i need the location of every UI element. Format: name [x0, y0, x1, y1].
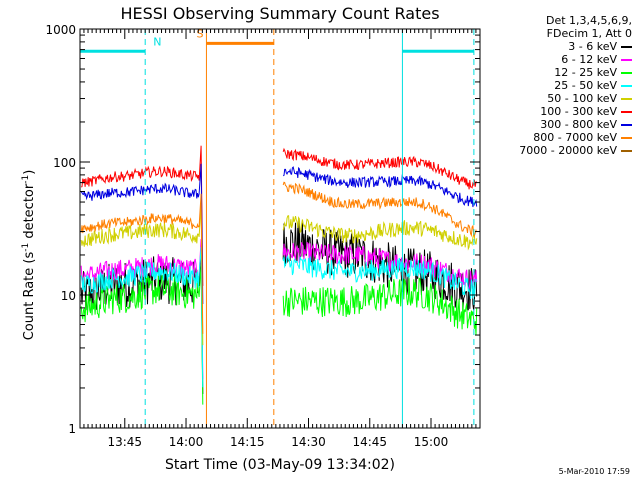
- series-line: [80, 238, 478, 380]
- series-line: [80, 181, 478, 334]
- legend-label: 800 - 7000 keV: [533, 131, 617, 144]
- legend-swatch: [621, 110, 632, 113]
- legend-swatch: [621, 136, 632, 139]
- series-line: [80, 220, 478, 395]
- legend-swatch: [621, 149, 632, 152]
- y-tick-label: 1: [68, 422, 76, 436]
- legend-header-line: FDecim 1, Att 0: [546, 27, 632, 40]
- y-axis-label: Count Rate (s-1 detector-1): [21, 170, 37, 341]
- legend-swatch: [621, 58, 632, 61]
- plot-area: N S 1 10 100 1000 13:45 14:00 14:15 14:30 14:45 15:…: [45, 23, 481, 449]
- legend-swatch: [621, 45, 632, 48]
- legend-label: 12 - 25 keV: [554, 66, 617, 79]
- legend-item: 3 - 6 keV: [470, 40, 632, 53]
- x-axis-label: Start Time (03-May-09 13:34:02): [165, 457, 395, 473]
- legend-item: 100 - 300 keV: [470, 105, 632, 118]
- x-tick-label: 14:15: [230, 435, 265, 449]
- legend-item: 50 - 100 keV: [470, 92, 632, 105]
- legend-swatch: [621, 84, 632, 87]
- y-tick-label: 100: [53, 156, 76, 170]
- legend-label: 7000 - 20000 keV: [519, 144, 617, 157]
- legend-label: 3 - 6 keV: [568, 40, 617, 53]
- flag-label: S: [196, 27, 203, 40]
- x-tick-label: 14:30: [291, 435, 326, 449]
- chart-title: HESSI Observing Summary Count Rates: [120, 4, 439, 23]
- legend-swatch: [621, 123, 632, 126]
- legend-item: 7000 - 20000 keV: [470, 144, 632, 157]
- x-tick-label: 14:45: [352, 435, 387, 449]
- series-line: [80, 246, 478, 388]
- footer-timestamp: 5-Mar-2010 17:59: [558, 467, 630, 476]
- legend-item: 800 - 7000 keV: [470, 131, 632, 144]
- flag-label: N: [153, 35, 161, 48]
- x-tick-label: 15:00: [414, 435, 449, 449]
- legend-label: 50 - 100 keV: [547, 92, 617, 105]
- legend-item: 25 - 50 keV: [470, 79, 632, 92]
- x-tick-label: 14:00: [169, 435, 204, 449]
- legend-item: 6 - 12 keV: [470, 53, 632, 66]
- legend-label: 25 - 50 keV: [554, 79, 617, 92]
- series-line: [81, 145, 477, 286]
- legend-label: 100 - 300 keV: [540, 105, 617, 118]
- y-tick-label: 1000: [45, 23, 76, 37]
- legend-label: 300 - 800 keV: [540, 118, 617, 131]
- x-tick-label: 13:45: [107, 435, 142, 449]
- legend-item: 300 - 800 keV: [470, 118, 632, 131]
- legend-swatch: [621, 97, 632, 100]
- series-line: [80, 264, 478, 405]
- series-line: [80, 204, 478, 346]
- legend-label: 6 - 12 keV: [561, 53, 617, 66]
- legend: Det 1,3,4,5,6,9, FDecim 1, Att 0 3 - 6 k…: [470, 14, 632, 157]
- series-line: [80, 163, 478, 305]
- y-tick-label: 10: [61, 289, 76, 303]
- legend-header-line: Det 1,3,4,5,6,9,: [545, 14, 632, 27]
- legend-swatch: [621, 71, 632, 74]
- legend-item: 12 - 25 keV: [470, 66, 632, 79]
